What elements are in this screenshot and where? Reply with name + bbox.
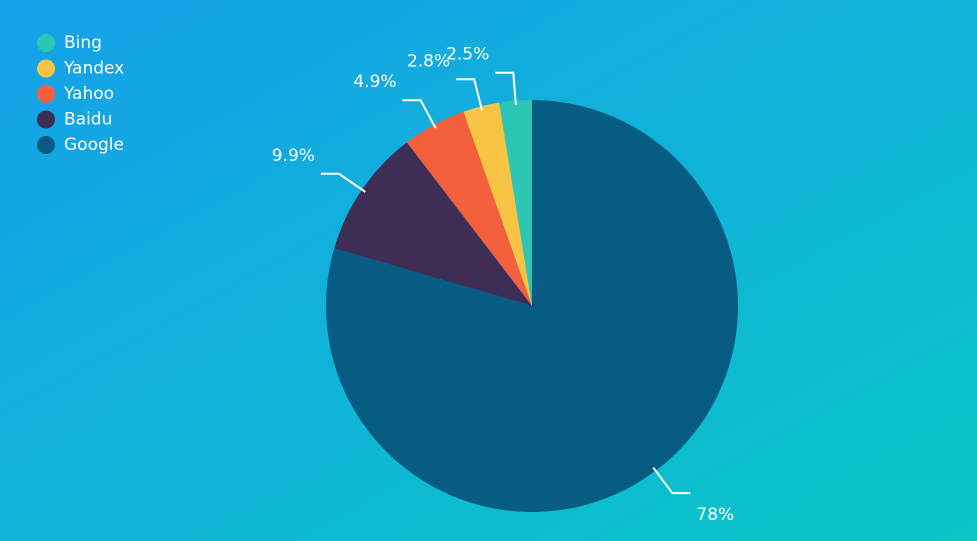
leader-line xyxy=(320,172,366,193)
legend-label: Baidu xyxy=(64,110,112,130)
pie-slice xyxy=(334,142,532,306)
legend-marker xyxy=(37,34,55,52)
data-label: 9.9% xyxy=(272,146,315,166)
leader-line xyxy=(495,71,517,105)
pie-slice xyxy=(326,100,738,512)
leader-line xyxy=(652,466,691,495)
data-label: 2.5% xyxy=(446,45,489,65)
data-label: 4.9% xyxy=(353,72,396,92)
data-label: 78% xyxy=(696,505,734,525)
data-label: 2.8% xyxy=(407,51,450,71)
legend-label: Yandex xyxy=(63,59,124,79)
legend-marker xyxy=(37,59,55,78)
legend-marker xyxy=(37,85,55,103)
pie-slice xyxy=(499,100,532,306)
pie: 2.5%2.8% 4.9% 9.9% 78% xyxy=(272,45,738,525)
legend-marker xyxy=(37,136,55,154)
pie-slice xyxy=(463,102,532,306)
legend-marker xyxy=(37,110,55,129)
legend-label: Google xyxy=(64,135,124,155)
legend-label: Yahoo xyxy=(63,84,114,104)
legend-label: Bing xyxy=(64,33,102,53)
pie-slice xyxy=(406,111,532,306)
leader-line xyxy=(456,78,484,111)
legend: Bing Yandex Yahoo Baidu Google xyxy=(37,33,124,155)
leader-line xyxy=(402,99,437,129)
